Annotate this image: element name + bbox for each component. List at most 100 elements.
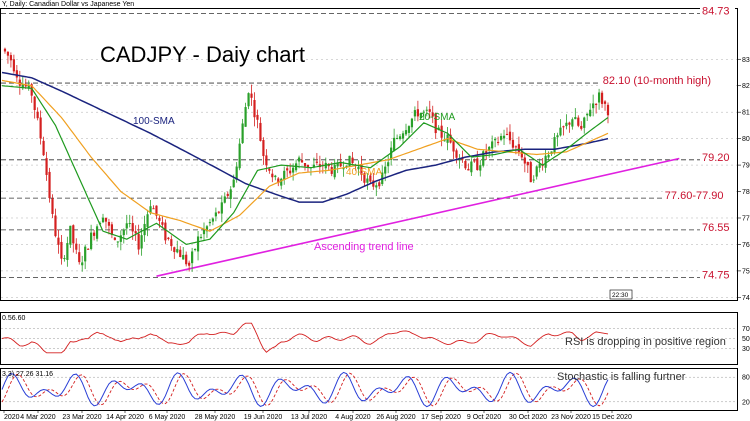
- y-tick-label: 83: [742, 57, 750, 64]
- candle-body: [131, 223, 134, 232]
- candle-body: [69, 225, 72, 245]
- rsi-annotation: RSI is dropping in positive region: [565, 336, 726, 348]
- candle-body: [235, 166, 238, 180]
- candle-body: [603, 101, 607, 104]
- ascending-trendline: [156, 157, 680, 277]
- level-label: 84.73: [702, 5, 730, 17]
- candle-body: [164, 222, 167, 241]
- candle-body: [514, 146, 518, 148]
- candle-body: [122, 229, 125, 236]
- candle-body: [357, 166, 360, 170]
- candle-body: [119, 235, 122, 242]
- candle-body: [413, 110, 417, 117]
- candle-body: [398, 136, 402, 139]
- stoch-annotation: Stochastic is falling furtner: [557, 371, 686, 383]
- candle-body: [574, 117, 577, 120]
- candle-body: [161, 222, 164, 225]
- candle-body: [351, 157, 354, 163]
- candle-body: [3, 48, 7, 52]
- candle-body: [128, 223, 131, 225]
- candle-body: [48, 171, 51, 199]
- level-label: 74.75: [702, 270, 730, 282]
- sma100-line: [1, 71, 609, 203]
- candle-body: [387, 162, 390, 167]
- candle-body: [12, 59, 15, 72]
- candle-body: [606, 104, 610, 116]
- x-tick-label: 14 Apr 2020: [106, 414, 144, 421]
- candle-body: [583, 117, 586, 128]
- candle-body: [410, 118, 414, 128]
- candle-body: [372, 180, 375, 187]
- candle-body: [39, 117, 42, 139]
- price-grid: [1, 59, 737, 298]
- candle-body: [342, 168, 345, 170]
- candle-body: [292, 167, 295, 173]
- candle-body: [315, 161, 318, 163]
- candle-body: [244, 107, 247, 127]
- candle-body: [149, 206, 152, 214]
- stochastic-panel: 80 20: [1, 371, 750, 408]
- stoch-d-line: [1, 372, 609, 407]
- candle-body: [467, 168, 470, 171]
- candle-body: [345, 165, 348, 168]
- candle-body: [428, 109, 431, 112]
- sma40-label: 40-SMA: [346, 167, 382, 178]
- candle-body: [24, 84, 27, 87]
- candle-body: [75, 243, 78, 250]
- rsi-header: 0.56.60: [2, 315, 25, 322]
- candle-body: [517, 144, 520, 153]
- candle-body: [416, 109, 419, 117]
- candle-body: [259, 122, 262, 141]
- candle-body: [199, 236, 203, 238]
- candle-body: [508, 131, 512, 141]
- candle-body: [422, 111, 425, 113]
- x-tick-label: 19 Jun 2020: [244, 414, 283, 421]
- horizontal-levels: 84.73 82.10 (10-month high) 79.20 77.60-77.…: [1, 5, 737, 282]
- candle-body: [496, 141, 500, 143]
- candle-body: [520, 151, 523, 158]
- x-tick-label: 23 Nov 2020: [551, 414, 591, 421]
- candle-body: [170, 239, 173, 247]
- candle-body: [297, 157, 301, 162]
- candle-body: [476, 158, 479, 171]
- candle-body: [81, 262, 84, 266]
- stoch-tick-label: 20: [742, 399, 750, 406]
- x-tick-label: 23 Mar 2020: [62, 414, 101, 421]
- candle-body: [179, 249, 182, 257]
- candle-body: [312, 164, 316, 168]
- x-tick-label: 9 Oct 2020: [467, 414, 501, 421]
- candle-body: [375, 185, 378, 188]
- candle-body: [494, 138, 497, 141]
- candle-body: [559, 127, 562, 136]
- price-axis: 83 82 81 80 79 78 77 76 75 74: [737, 57, 750, 302]
- candle-body: [140, 235, 143, 249]
- candle-body: [532, 179, 535, 181]
- candle-body: [395, 138, 399, 140]
- candle-body: [104, 217, 108, 222]
- x-tick-label: 15 Dec 2020: [592, 414, 632, 421]
- candle-body: [286, 168, 289, 171]
- y-tick-label: 80: [742, 136, 750, 143]
- candle-body: [586, 113, 589, 116]
- stoch-panel-frame: [0, 368, 738, 411]
- candle-body: [193, 249, 197, 251]
- y-tick-label: 77: [742, 215, 750, 222]
- candle-body: [488, 146, 491, 151]
- candle-body: [265, 155, 268, 166]
- rsi-line: [1, 322, 609, 354]
- level-label: 77.60-77.90: [665, 190, 724, 202]
- y-tick-label: 75: [742, 268, 750, 275]
- candle-body: [78, 252, 81, 263]
- candle-body: [146, 214, 149, 227]
- candle-body: [54, 215, 57, 237]
- candle-body: [241, 123, 244, 144]
- candle-body: [27, 84, 30, 89]
- candle-body: [188, 262, 191, 266]
- candle-body: [300, 160, 304, 163]
- candle-body: [562, 126, 565, 128]
- moving-averages: [1, 71, 609, 246]
- candle-body: [289, 170, 292, 174]
- level-label-bg: [700, 269, 735, 281]
- candle-body: [419, 113, 422, 119]
